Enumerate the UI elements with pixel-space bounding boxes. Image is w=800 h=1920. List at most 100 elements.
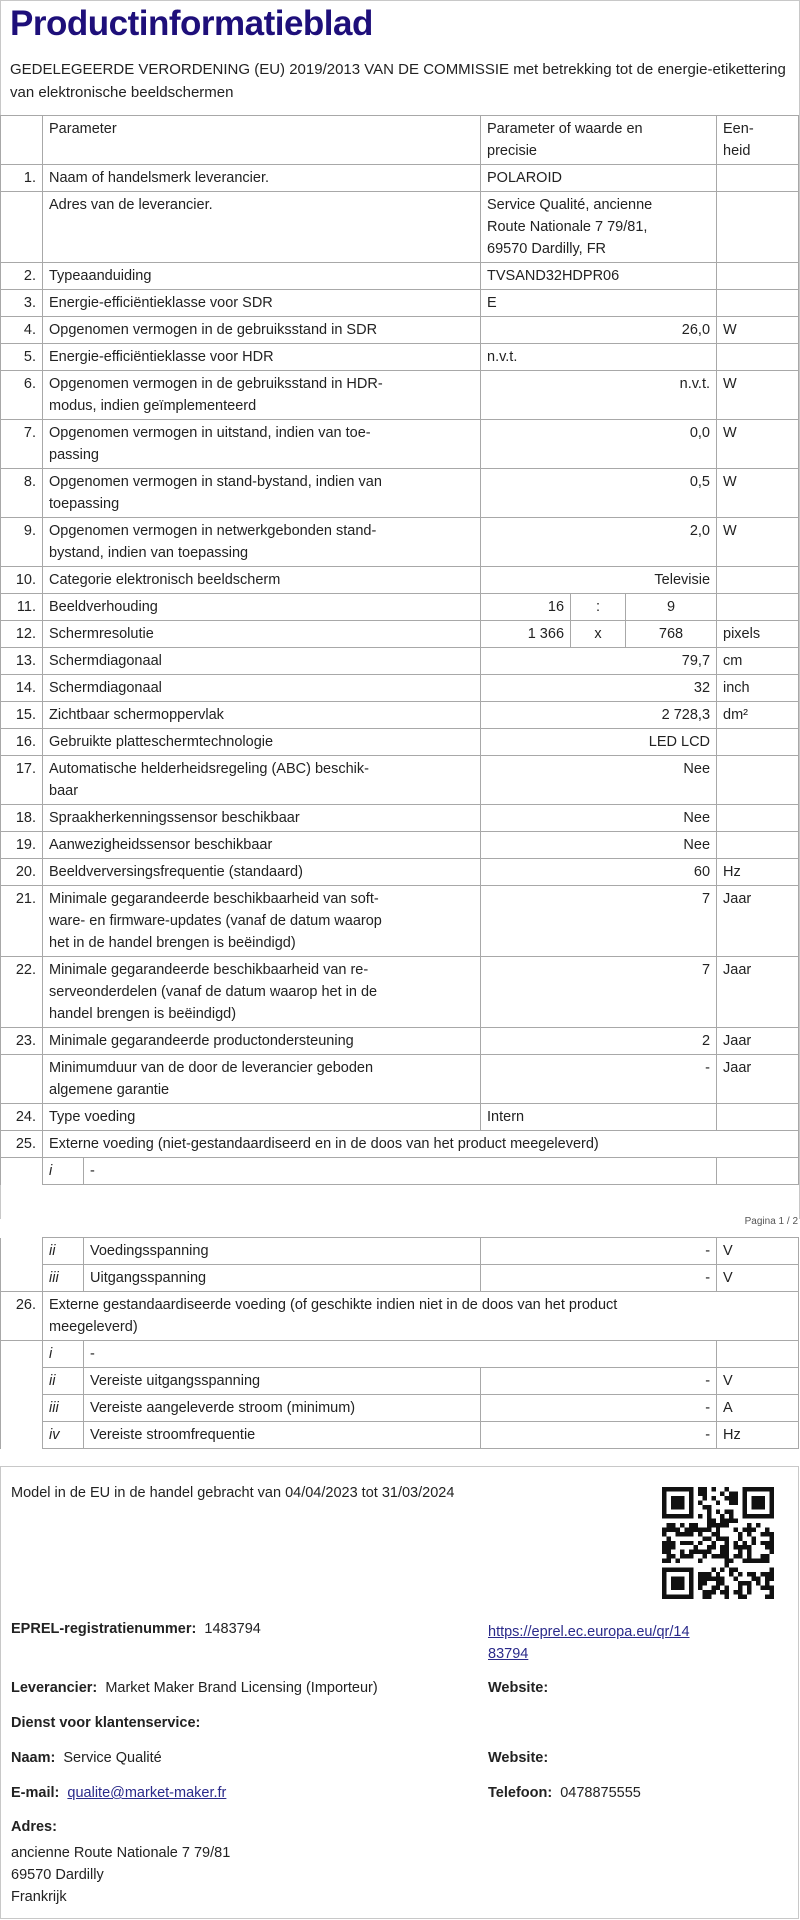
qr-module [720,1545,725,1550]
qr-module [760,1585,766,1591]
qr-module [769,1513,774,1519]
row-number: 6. [0,370,43,420]
unit-cell: W [716,517,800,567]
qr-module [747,1513,752,1519]
value-cell: - [480,1054,718,1104]
qr-module [670,1576,676,1582]
unit-cell: inch [716,674,800,702]
qr-module [666,1540,671,1546]
unit-cell: pixels [716,620,800,648]
qr-module [751,1504,757,1510]
qr-module [706,1545,712,1550]
parameter-cell: Minimale gegarandeerde productondersteun… [41,1027,482,1055]
qr-module [675,1527,680,1532]
qr-module [738,1585,743,1591]
qr-module [684,1594,689,1599]
qr-module [706,1509,712,1514]
qr-module [769,1545,774,1550]
value-cell: 0,5 [480,468,718,518]
parameter-cell: Automatische helderheidsregeling (ABC) b… [41,755,482,805]
qr-module [688,1527,694,1532]
table-row: iv Vereiste stroomfrequentie - Hz [0,1421,800,1449]
qr-module [675,1576,680,1582]
address-line: Frankrijk [11,1889,67,1905]
sub-index: i [42,1157,84,1185]
qr-module [747,1527,752,1532]
qr-module [756,1558,761,1564]
table-row: 7. Opgenomen vermogen in uitstand, indien… [0,419,800,469]
value-cell: 2 728,3 [480,701,718,729]
qr-module [670,1594,676,1599]
qr-module [729,1572,734,1577]
qr-module [715,1509,721,1514]
qr-module [724,1563,730,1568]
qr-module [679,1495,685,1501]
qr-module [706,1513,712,1519]
row-number: 17. [0,755,43,805]
qr-module [715,1572,721,1577]
unit-cell: V [716,1237,800,1265]
unit-cell: V [716,1367,800,1395]
table-row: 9. Opgenomen vermogen in netwerkgebonden … [0,517,800,567]
unit-cell: Hz [716,858,800,886]
qr-module [662,1540,667,1546]
qr-code[interactable] [662,1485,774,1601]
phone-value: 0478875555 [560,1785,641,1801]
email-link[interactable]: qualite@market-maker.fr [67,1785,227,1801]
unit-cell: W [716,370,800,420]
value-cell: - [479,1421,718,1449]
row-number: 4. [0,316,43,344]
parameter-cell: Spraakherkenningssensor beschikbaar [41,804,482,832]
qr-module [760,1500,766,1505]
value-separator: : [570,593,627,621]
supplier-label: Leverancier: [11,1680,98,1696]
qr-module [666,1536,671,1541]
sub-index: ii [42,1367,84,1395]
qr-module [662,1487,667,1492]
row-number [0,191,43,263]
parameter-cell: Schermdiagonaal [41,674,482,702]
qr-module [702,1581,707,1586]
eprel-link[interactable]: https://eprel.ec.europa.eu/qr/14 83794 [488,1624,690,1662]
header-unit: Een- heid [716,115,800,165]
row-number: 11. [0,593,43,621]
qr-module [675,1585,680,1591]
qr-module [675,1567,680,1573]
qr-module [733,1500,739,1505]
qr-module [720,1581,725,1586]
value-separator: x [570,620,627,648]
qr-module [706,1549,712,1555]
table-row: i- [0,1340,800,1368]
qr-module [747,1558,752,1564]
qr-module [688,1531,694,1537]
qr-module [760,1504,766,1510]
qr-module [693,1549,698,1555]
qr-module [693,1522,698,1528]
row-number: 24. [0,1103,43,1131]
header-parameter: Parameter [41,115,482,165]
qr-module [733,1554,739,1559]
eprel-info-box: Model in de EU in de handel gebracht van… [0,1466,799,1919]
value-cell: 7 [480,956,718,1028]
table-header-row: Parameter Parameter of waarde en precisi… [0,115,800,165]
qr-module [688,1576,694,1582]
table-row: 8. Opgenomen vermogen in stand-bystand, i… [0,468,800,518]
qr-module [706,1518,712,1523]
value-cell: 26,0 [480,316,718,344]
qr-module [662,1549,667,1555]
regulation-subtitle: GEDELEGEERDE VERORDENING (EU) 2019/2013 … [10,61,786,101]
unit-cell: Jaar [716,1054,800,1104]
qr-module [729,1558,734,1564]
value-cell: - [479,1367,718,1395]
qr-module [711,1522,716,1528]
unit-cell [716,831,800,859]
unit-cell [716,566,800,594]
qr-module [675,1558,680,1564]
qr-module [706,1504,712,1510]
qr-module [684,1540,689,1546]
row-number: 15. [0,701,43,729]
value-cell: 0,0 [480,419,718,469]
value-part: 16 [480,593,572,621]
qr-module [675,1594,680,1599]
qr-module [760,1558,766,1564]
